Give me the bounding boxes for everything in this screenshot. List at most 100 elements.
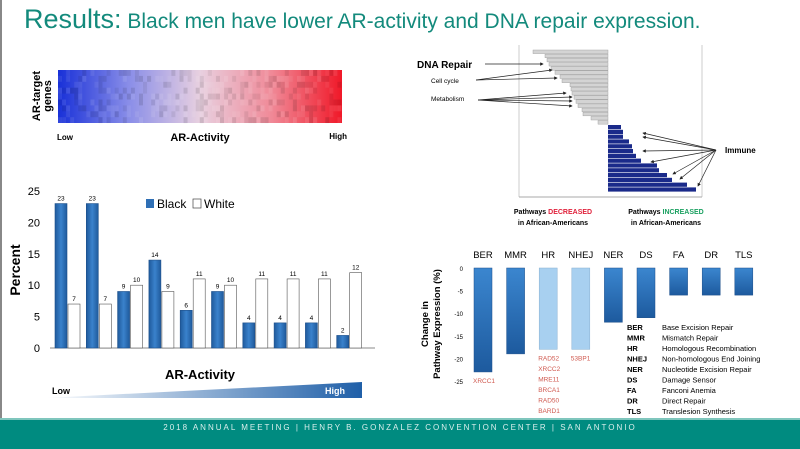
heatmap-cell [102, 111, 107, 118]
heatmap-cell [268, 105, 273, 112]
heatmap-cell [130, 87, 135, 94]
heatmap-cell [337, 117, 342, 124]
heatmap-image [58, 70, 342, 123]
bar-white [67, 303, 81, 349]
heatmap-cell [183, 117, 188, 124]
bar-white [286, 278, 300, 349]
heatmap-cell [256, 105, 261, 112]
legend-name: Base Excision Repair [662, 323, 734, 332]
heatmap-cell [114, 93, 119, 100]
increased-pathway-bar [608, 163, 657, 168]
legend-name: Homologous Recombination [662, 344, 756, 353]
heatmap-cell [163, 111, 168, 118]
heatmap-cell [155, 99, 160, 106]
heatmap-cell [305, 117, 310, 124]
heatmap-cell [74, 93, 79, 100]
bar-white [161, 291, 175, 349]
decreased-pathway-bar [582, 112, 609, 117]
heatmap-cell [268, 87, 273, 94]
heatmap-cell [280, 87, 285, 94]
heatmap-cell [94, 81, 99, 88]
slide-footer: 2018 ANNUAL MEETING | HENRY B. GONZALEZ … [0, 418, 800, 449]
heatmap-cell [106, 105, 111, 112]
heatmap-cell [260, 117, 265, 124]
gene-label: MRE11 [538, 376, 560, 383]
heatmap-cell [175, 105, 180, 112]
y-tick-label: -20 [454, 357, 463, 363]
bar-black [179, 310, 193, 349]
heatmap-cell [82, 75, 87, 82]
data-label-black: 4 [310, 315, 314, 322]
heatmap-cell [58, 99, 62, 106]
heatmap-cell [203, 93, 208, 100]
data-label-white: 12 [352, 265, 360, 272]
heatmap-cell [126, 93, 131, 100]
bar-white [130, 284, 143, 349]
heatmap-cell [215, 117, 220, 124]
heatmap-cell [195, 87, 200, 94]
annotation-arrow [477, 99, 573, 108]
y-tick-label: 0 [34, 343, 40, 355]
legend-black-label: Black [157, 197, 187, 211]
heatmap-cell [98, 81, 103, 88]
heatmap-cell [264, 75, 269, 82]
bar-black [273, 322, 287, 349]
heatmap-cell [207, 70, 212, 76]
data-label-white: 11 [196, 271, 203, 278]
heatmap-cell [329, 93, 334, 100]
increased-line2: in African-Americans [631, 220, 701, 227]
heatmap-cell [110, 111, 115, 118]
data-label-black: 6 [184, 302, 188, 309]
y-tick-label: -25 [454, 380, 463, 386]
data-label-white: 7 [72, 296, 76, 303]
heatmap-cell [264, 117, 269, 124]
heatmap-cell [284, 117, 289, 124]
heatmap-cell [288, 75, 293, 82]
heatmap-cell [268, 81, 273, 88]
annotation-arrow [477, 99, 573, 103]
heatmap-cell [236, 111, 241, 118]
heatmap-cell [86, 111, 91, 118]
heatmap-cell [122, 105, 127, 112]
heatmap-cell [228, 117, 233, 124]
heatmap-cell [215, 75, 220, 82]
y-tick-label: 20 [28, 217, 40, 229]
heatmap-cell [256, 70, 261, 76]
annotation-arrow [642, 135, 717, 151]
bar-black [117, 291, 130, 349]
heatmap-cell [78, 105, 83, 112]
legend-name: Mismatch Repair [662, 334, 719, 343]
y-tick-label: 25 [28, 186, 40, 198]
heatmap-cell [62, 117, 67, 124]
gene-label: XRCC1 [473, 378, 495, 385]
annotation-arrow [672, 149, 717, 175]
heatmap-cell [106, 70, 111, 76]
ar-heatmap: AR-target genes Low AR-Activity High [31, 70, 347, 144]
heatmap-cell [337, 99, 342, 106]
heatmap-cell [284, 111, 289, 118]
bar-black [336, 335, 350, 349]
heatmap-cell [203, 99, 208, 106]
heatmap-low: Low [57, 133, 74, 142]
legend-name: Non-homologous End Joining [662, 355, 760, 364]
category-label: DR [704, 250, 718, 261]
heatmap-cell [240, 117, 245, 124]
heatmap-cell [94, 105, 99, 112]
heatmap-cell [301, 111, 305, 118]
increased-pathway-bar [608, 177, 672, 182]
pathway-bar-ner [604, 267, 623, 323]
data-label-black: 4 [247, 315, 251, 322]
heatmap-cell [321, 105, 326, 112]
heatmap-cell [110, 105, 115, 112]
heatmap-cell [90, 99, 95, 106]
y-tick-label: -5 [458, 290, 464, 296]
heatmap-cell [195, 105, 200, 112]
category-label: FA [673, 250, 685, 261]
bar-black [211, 291, 224, 349]
heatmap-cell [244, 99, 249, 106]
category-label: NER [603, 250, 623, 261]
heatmap-cell [78, 87, 83, 94]
data-label-white: 11 [321, 271, 328, 278]
data-label-white: 9 [166, 283, 170, 290]
heatmap-cell [98, 99, 103, 106]
